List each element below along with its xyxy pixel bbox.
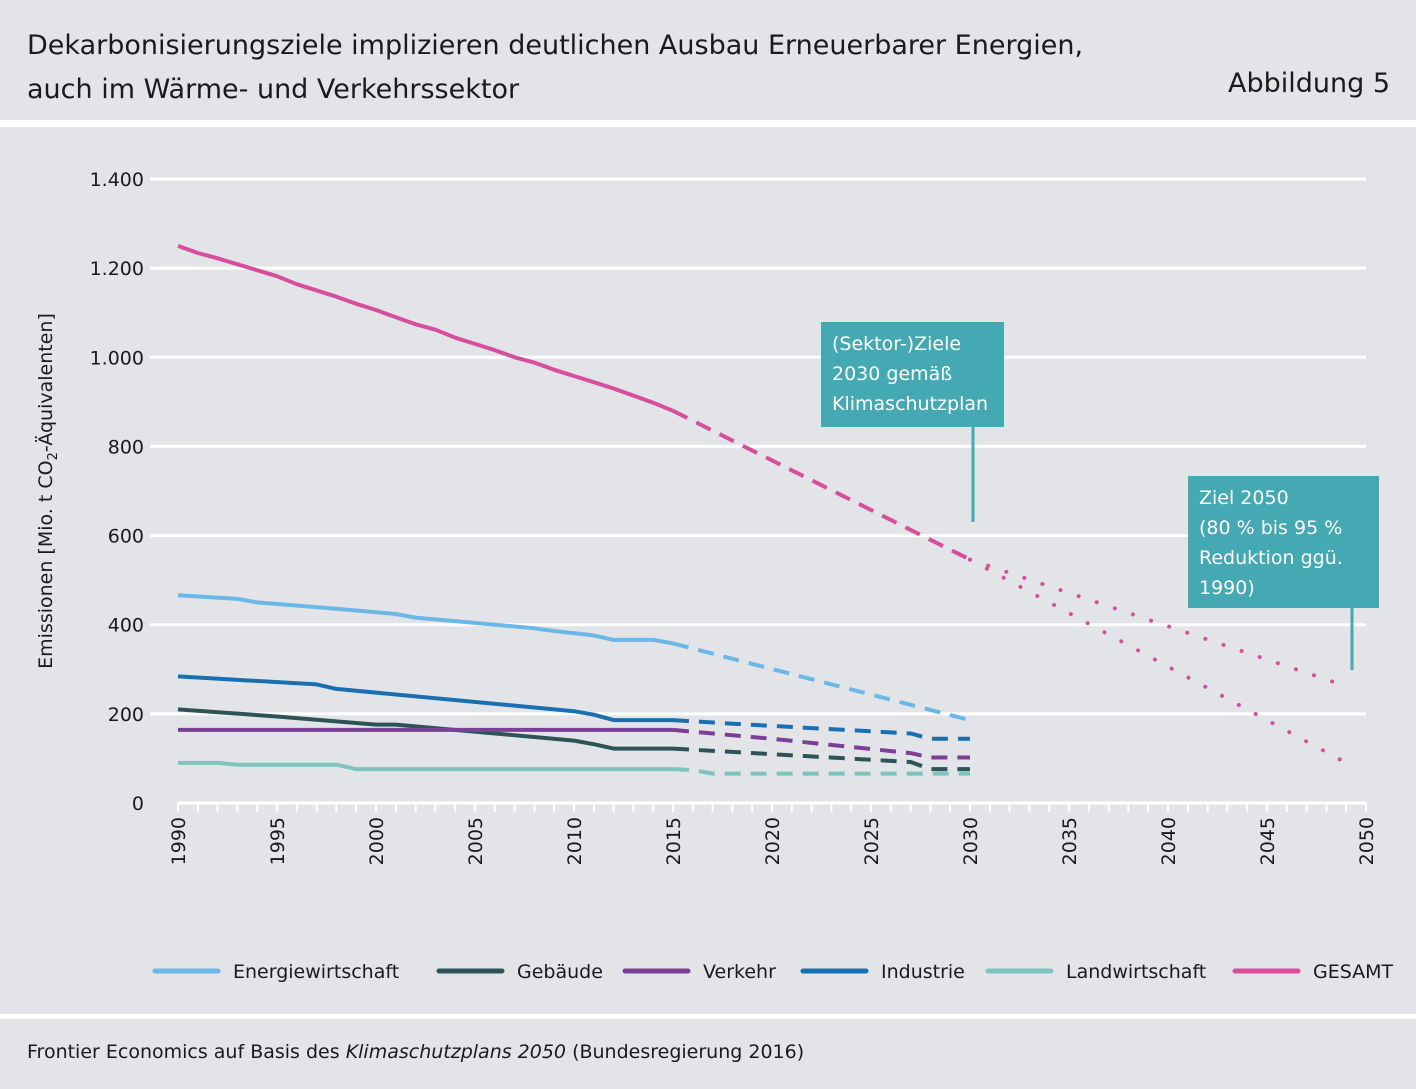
legend-label-landwirtschaft: Landwirtschaft <box>1066 961 1206 983</box>
legend-label-verkehr: Verkehr <box>703 961 776 983</box>
series-landwirtschaft-historical <box>178 760 673 772</box>
emissions-chart: 0 200 400 600 800 1.000 1.200 1.400 1990 1995 2000… <box>34 169 1394 983</box>
series-verkehr-target-2030 <box>672 727 970 760</box>
chart-panel <box>0 127 1416 1014</box>
x-tick-label-2050: 2050 <box>1356 817 1378 865</box>
series-landwirtschaft-target-2030 <box>672 767 970 776</box>
legend-label-gesamt: GESAMT <box>1313 961 1394 983</box>
series-energiewirtschaft-historical <box>177 593 674 646</box>
chart-title: Dekarbonisierungsziele implizieren deutl… <box>27 24 1147 112</box>
series-industrie-target-2030 <box>672 718 970 741</box>
legend-label-energiewirtschaft: Energiewirtschaft <box>233 961 399 983</box>
series-gesamt-historical <box>177 244 674 413</box>
source-title: Klimaschutzplans 2050 <box>345 1041 567 1063</box>
annotation-sektor-ziele-line-3: Klimaschutzplan <box>832 393 988 415</box>
x-tick-label-2045: 2045 <box>1257 817 1279 865</box>
x-tick-label-2015: 2015 <box>663 817 685 865</box>
annotation-ziel-2050-box <box>1188 476 1379 608</box>
title-line-1: Dekarbonisierungsziele implizieren deutl… <box>27 30 1084 61</box>
annotation-ziel-2050-line-4: 1990) <box>1199 577 1255 599</box>
annotation-sektor-ziele-line-2: 2030 gemäß <box>832 363 952 385</box>
x-tick-label-2040: 2040 <box>1158 817 1180 865</box>
series-gebäude-historical <box>177 707 673 751</box>
y-tick-label-0: 0 <box>132 793 144 815</box>
x-tick-label-2035: 2035 <box>1059 817 1081 865</box>
annotation-ziel-2050-line-3: Reduktion ggü. <box>1199 547 1343 569</box>
x-tick-label-2005: 2005 <box>465 817 487 865</box>
figure-label: Abbildung 5 <box>1227 68 1390 99</box>
y-tick-label-1200: 1.200 <box>90 258 144 280</box>
x-tick-label-2020: 2020 <box>762 817 784 865</box>
x-tick-label-2025: 2025 <box>861 817 883 865</box>
source-note: Frontier Economics auf Basis des Klimasc… <box>27 1041 804 1063</box>
annotation-ziel-2050-line-1: Ziel 2050 <box>1199 487 1289 509</box>
source-prefix: Frontier Economics auf Basis des <box>27 1041 346 1063</box>
y-tick-label-1400: 1.400 <box>90 169 144 191</box>
y-tick-label-200: 200 <box>108 704 144 726</box>
series-industrie-historical <box>177 674 673 723</box>
legend-label-gebäude: Gebäude <box>517 961 603 983</box>
x-tick-label-2000: 2000 <box>366 817 388 865</box>
grid-lines <box>150 177 1366 716</box>
legend: Energiewirtschaft Gebäude Verkehr Industrie… <box>152 961 1394 983</box>
series-gesamt-target-2030 <box>672 409 971 562</box>
footer <box>0 1019 1416 1089</box>
annotation-ziel-2050-line-2: (80 % bis 95 % <box>1199 517 1342 539</box>
y-tick-label-400: 400 <box>108 615 144 637</box>
legend-label-industrie: Industrie <box>881 961 965 983</box>
x-tick-label-1990: 1990 <box>168 817 190 865</box>
annotation-sektor-ziele-box <box>821 322 1004 427</box>
y-axis-label: Emissionen [Mio. t CO2-Äquivalenten] <box>34 313 61 669</box>
axes: 0 200 400 600 800 1.000 1.200 1.400 1990 1995 2000… <box>34 169 1378 865</box>
series-gebäude-target-2030 <box>672 746 970 772</box>
x-tick-label-2030: 2030 <box>960 817 982 865</box>
series-energiewirtschaft-target-2030 <box>672 641 971 723</box>
header: Dekarbonisierungsziele implizieren deutl… <box>0 0 1416 120</box>
y-tick-label-800: 800 <box>108 436 144 458</box>
y-tick-label-600: 600 <box>108 526 144 548</box>
x-tick-label-1995: 1995 <box>267 817 289 865</box>
title-line-2: auch im Wärme- und Verkehrssektor <box>27 74 520 105</box>
annotation-sektor-ziele-line-1: (Sektor-)Ziele <box>832 333 961 355</box>
y-tick-label-1000: 1.000 <box>90 347 144 369</box>
series-lines <box>177 244 1349 776</box>
annotations: (Sektor-)Ziele 2030 gemäß Klimaschutzplan Z… <box>821 322 1379 670</box>
source-suffix: (Bundesregierung 2016) <box>566 1041 805 1063</box>
x-tick-label-2010: 2010 <box>564 817 586 865</box>
